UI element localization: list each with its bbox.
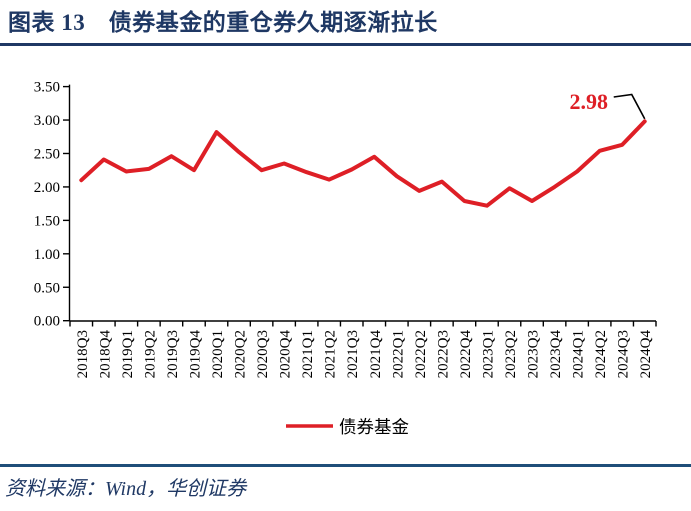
bond-fund-duration-line-chart: 0.00 0.50 1.00 1.50 2.00 2.50 3.00 3.50 2018Q3 20…	[34, 80, 657, 437]
x-tick-label: 2020Q2	[233, 330, 249, 378]
y-tick-label: 3.00	[34, 113, 60, 129]
x-tick-label: 2024Q2	[593, 330, 609, 378]
footer-divider	[0, 464, 691, 467]
x-tick-label: 2023Q1	[480, 330, 496, 378]
x-tick-label: 2024Q1	[571, 330, 587, 378]
y-tick-label: 0.50	[34, 280, 60, 296]
x-tick-label: 2022Q4	[458, 330, 474, 379]
y-tick-label: 2.50	[34, 146, 60, 162]
legend-label: 债券基金	[339, 417, 409, 437]
x-tick-label: 2018Q3	[75, 330, 91, 378]
x-tick-label: 2022Q2	[413, 330, 429, 378]
y-tick-label: 2.00	[34, 180, 60, 196]
x-tick-label: 2024Q4	[638, 330, 654, 379]
x-tick-label: 2019Q2	[142, 330, 158, 378]
x-tick-label: 2020Q4	[278, 330, 294, 379]
x-tick-label: 2024Q3	[616, 330, 632, 378]
figure-title: 图表 13 债券基金的重仓券久期逐渐拉长	[8, 10, 438, 35]
x-tick-label: 2021Q4	[368, 330, 384, 379]
y-tick-label: 1.00	[34, 247, 60, 263]
x-tick-label: 2019Q3	[165, 330, 181, 378]
x-tick-label: 2019Q1	[120, 330, 136, 378]
x-tick-label: 2020Q1	[210, 330, 226, 378]
data-label: 2.98	[569, 89, 608, 114]
x-tick-label: 2021Q2	[323, 330, 339, 378]
x-tick-label: 2023Q3	[526, 330, 542, 378]
x-tick-label: 2023Q2	[503, 330, 519, 378]
callout-line	[613, 93, 646, 120]
x-tick-label: 2022Q3	[435, 330, 451, 378]
y-tick-label: 3.50	[34, 80, 60, 96]
x-tick-label: 2021Q3	[345, 330, 361, 378]
x-tick-label: 2020Q3	[255, 330, 271, 378]
x-tick-label: 2018Q4	[97, 330, 113, 379]
y-tick-label: 0.00	[34, 314, 60, 330]
y-tick-label: 1.50	[34, 213, 60, 229]
title-divider	[0, 43, 691, 46]
x-tick-label: 2021Q1	[300, 330, 316, 378]
x-tick-label: 2019Q4	[187, 330, 203, 379]
series-line-bond-fund	[79, 119, 647, 208]
source-note: 资料来源：Wind，华创证券	[5, 478, 247, 500]
x-tick-label: 2022Q1	[390, 330, 406, 378]
x-tick-label: 2023Q4	[548, 330, 564, 379]
